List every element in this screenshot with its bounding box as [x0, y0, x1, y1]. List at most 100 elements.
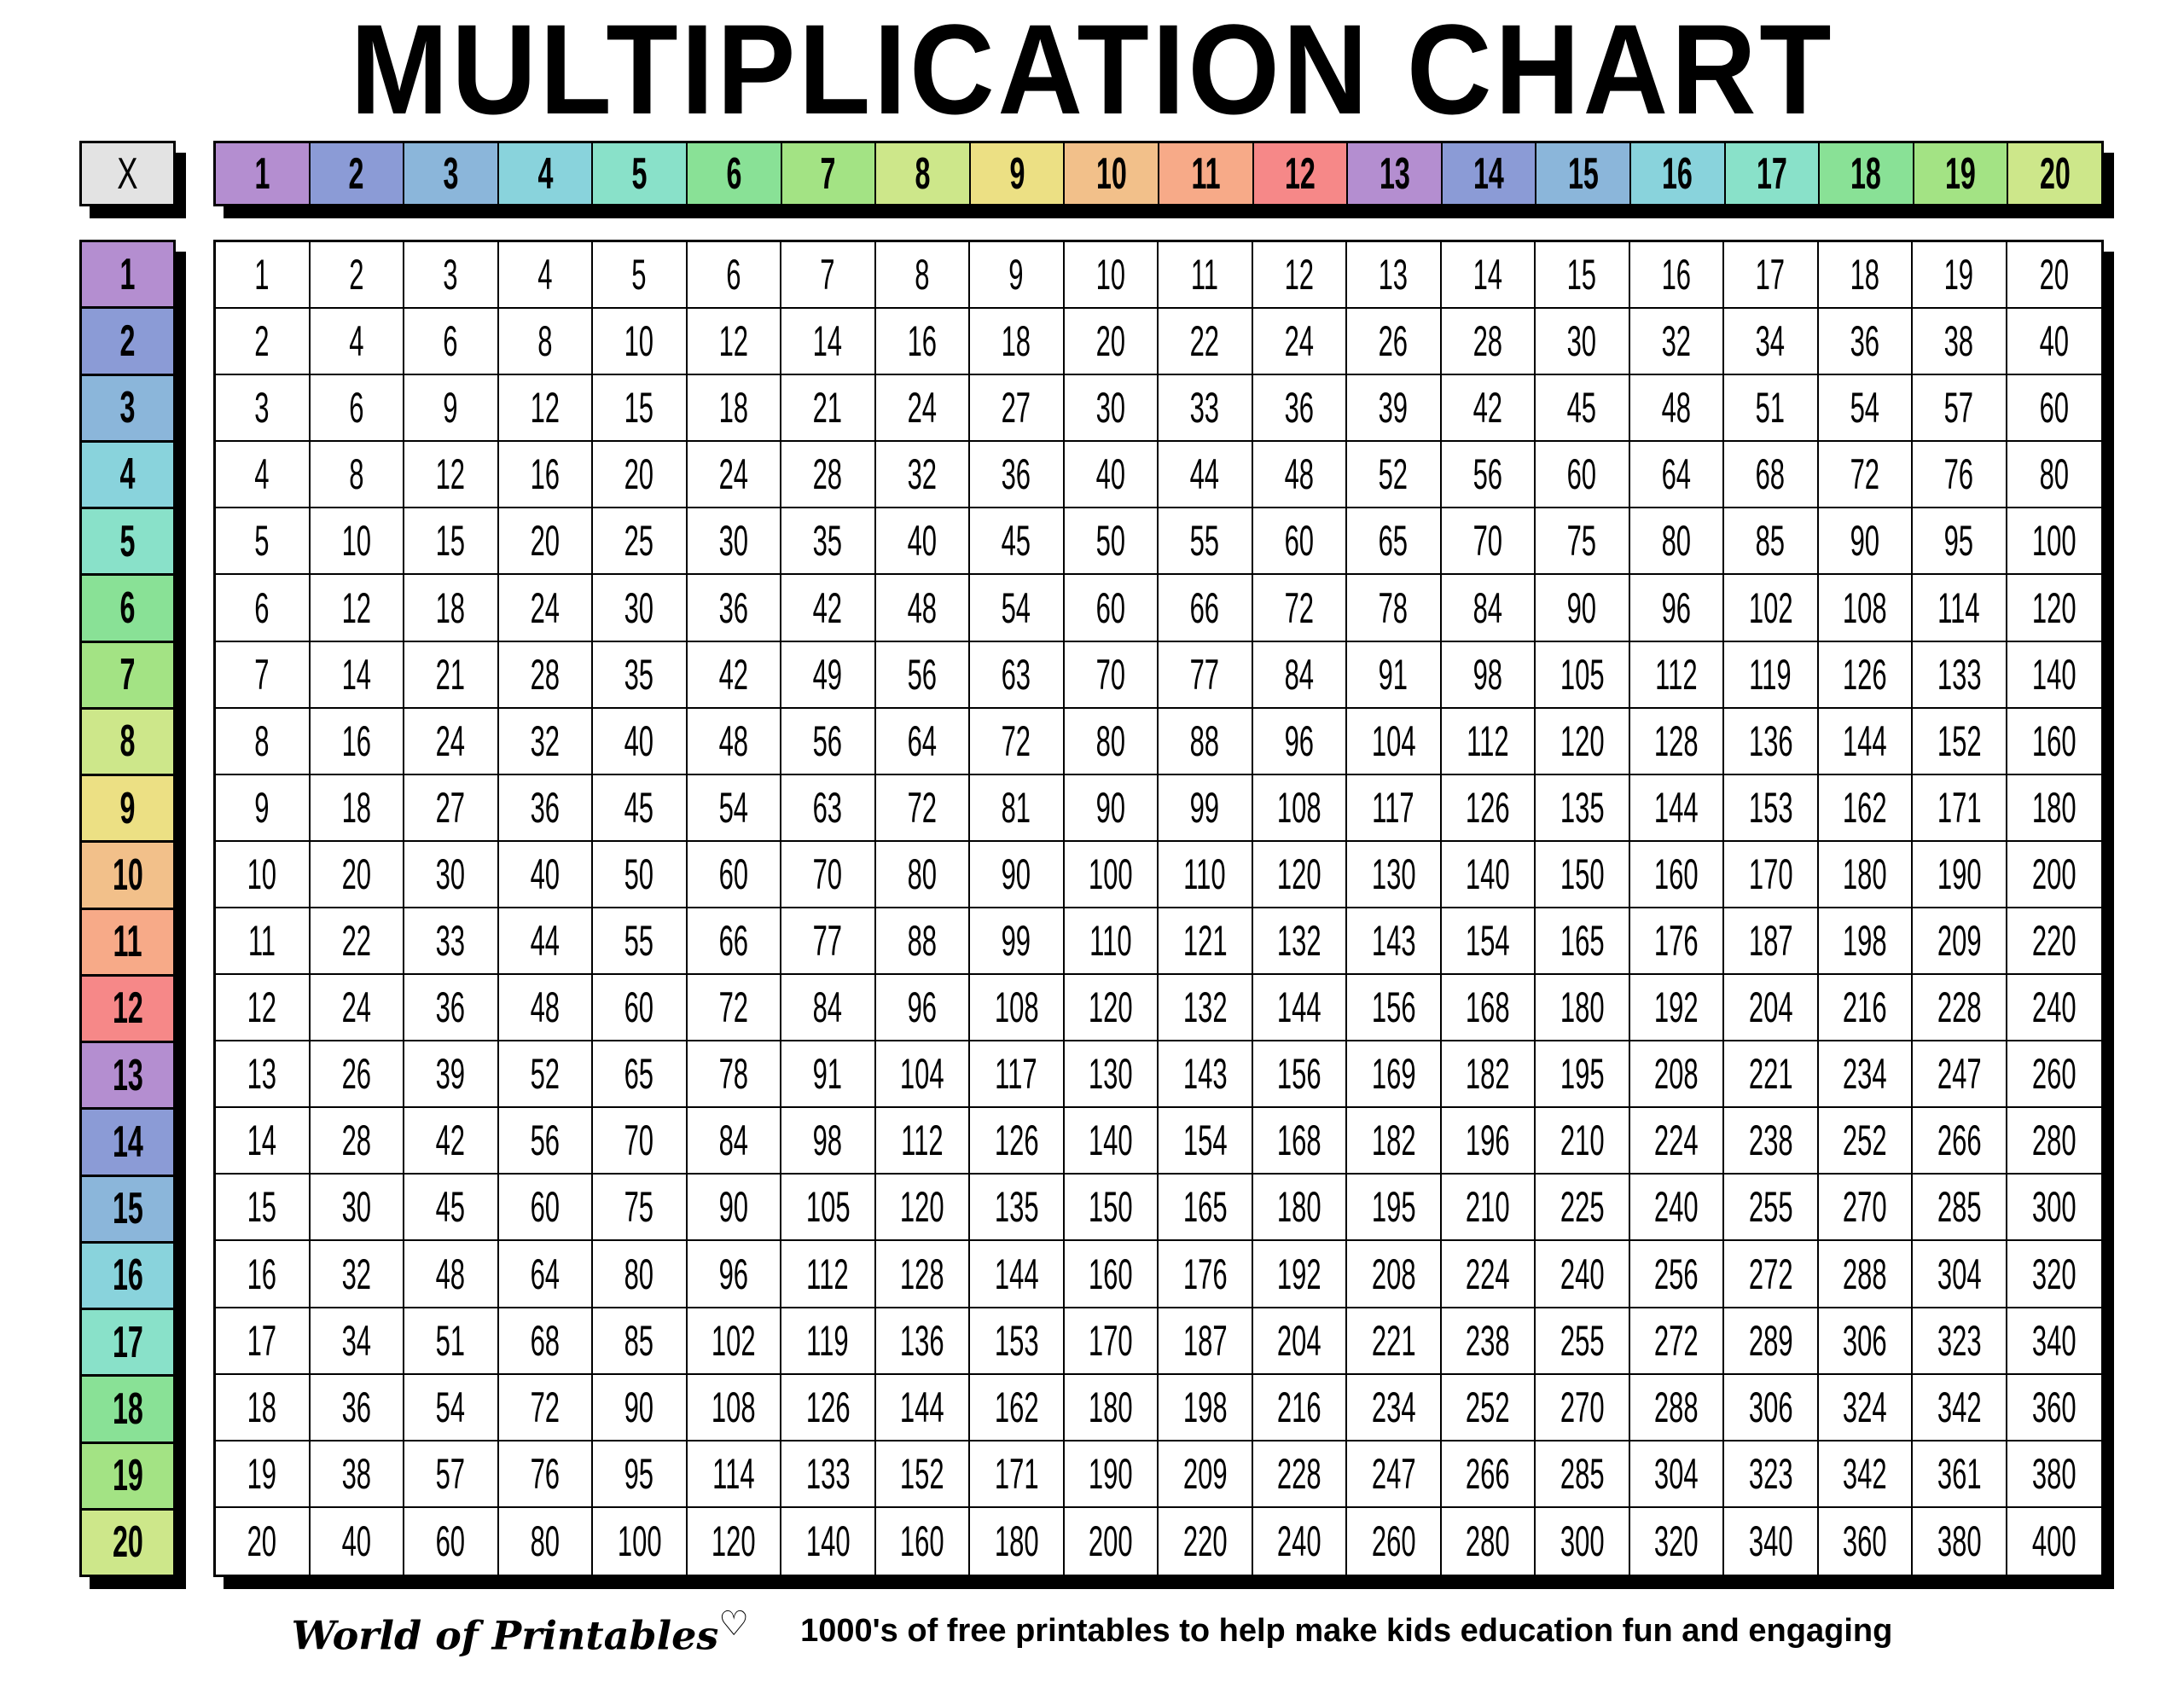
table-cell: 91 — [781, 1041, 876, 1109]
cell-value: 26 — [341, 1050, 371, 1099]
table-cell: 144 — [1629, 774, 1724, 842]
table-cell: 36 — [310, 1374, 404, 1441]
table-cell: 361 — [1913, 1441, 2007, 1508]
cell-value: 52 — [1379, 450, 1409, 499]
cell-value: 12 — [1284, 251, 1314, 299]
cell-value: 39 — [1379, 384, 1409, 432]
table-cell: 144 — [970, 1241, 1065, 1308]
table-cell: 121 — [1159, 908, 1253, 976]
table-cell: 72 — [498, 1374, 593, 1441]
table-cell: 14 — [216, 1108, 311, 1175]
table-cell: 13 — [1347, 242, 1442, 310]
table-cell: 114 — [1913, 575, 2007, 642]
cell-value: 55 — [624, 917, 654, 966]
cell-value: 10 — [247, 850, 277, 898]
cell-value: 65 — [624, 1050, 654, 1099]
cell-value: 102 — [711, 1316, 756, 1365]
cell-value: 56 — [1472, 450, 1502, 499]
cell-value: 221 — [1371, 1316, 1416, 1365]
column-header-18: 18 — [1820, 143, 1914, 204]
table-cell: 36 — [498, 774, 593, 842]
table-cell: 6 — [216, 575, 311, 642]
table-cell: 6 — [310, 375, 404, 443]
cell-value: 208 — [1371, 1250, 1416, 1298]
row-header-19: 19 — [82, 1443, 173, 1511]
cell-value: 90 — [1567, 583, 1597, 632]
table-cell: 108 — [970, 975, 1065, 1042]
table-cell: 26 — [310, 1041, 404, 1109]
table-cell: 240 — [1536, 1241, 1630, 1308]
cell-value: 60 — [718, 850, 748, 898]
table-cell: 40 — [593, 708, 688, 775]
cell-value: 238 — [1465, 1316, 1510, 1365]
cell-value: 110 — [1089, 917, 1132, 966]
table-cell: 54 — [970, 575, 1065, 642]
table-cell: 36 — [687, 575, 781, 642]
cell-value: 133 — [1937, 650, 1982, 699]
row-header-label: 13 — [112, 1050, 143, 1100]
cell-value: 42 — [813, 583, 843, 632]
cell-value: 27 — [1002, 384, 1031, 432]
cell-value: 20 — [341, 850, 371, 898]
cell-value: 77 — [813, 917, 843, 966]
table-cell: 90 — [1536, 575, 1630, 642]
cell-value: 144 — [994, 1250, 1039, 1298]
cell-value: 4 — [254, 450, 270, 499]
table-cell: 60 — [498, 1175, 593, 1242]
cell-value: 60 — [1284, 517, 1314, 566]
table-cell: 252 — [1818, 1108, 1913, 1175]
table-cell: 45 — [404, 1175, 499, 1242]
table-cell: 22 — [310, 908, 404, 976]
table-cell: 195 — [1536, 1041, 1630, 1109]
table-cell: 84 — [687, 1108, 781, 1175]
cell-value: 216 — [1842, 983, 1887, 1032]
table-cell: 180 — [2007, 775, 2101, 842]
cell-value: 80 — [2039, 450, 2069, 499]
cell-value: 160 — [1088, 1250, 1133, 1298]
table-cell: 154 — [1441, 908, 1536, 976]
cell-value: 70 — [813, 850, 843, 898]
table-cell: 140 — [781, 1507, 876, 1575]
cell-value: 21 — [436, 650, 466, 699]
table-cell: 16 — [498, 442, 593, 509]
table-cell: 195 — [1347, 1175, 1442, 1242]
cell-value: 81 — [1002, 783, 1031, 832]
table-cell: 88 — [875, 908, 970, 976]
cell-value: 136 — [899, 1316, 944, 1365]
cell-value: 12 — [247, 983, 277, 1032]
table-cell: 18 — [216, 1374, 311, 1441]
table-cell: 126 — [1441, 774, 1536, 842]
table-cell: 17 — [1724, 242, 1819, 310]
table-cell: 320 — [1630, 1507, 1724, 1575]
table-cell: 20 — [498, 508, 593, 576]
table-cell: 30 — [593, 575, 688, 642]
table-cell: 342 — [1913, 1374, 2007, 1441]
table-cell: 12 — [498, 375, 593, 443]
cell-value: 84 — [1284, 650, 1314, 699]
table-cell: 48 — [1252, 442, 1347, 509]
table-cell: 238 — [1441, 1308, 1536, 1375]
table-cell: 24 — [875, 375, 970, 443]
cell-value: 78 — [718, 1050, 748, 1099]
cell-value: 190 — [1088, 1449, 1133, 1498]
product-grid: 1 2 3 4 5 6 7 8 9 10 11 12 13 14 15 16 17 18 19 20 2 4 6 8 10 12 1… — [213, 240, 2104, 1577]
table-cell: 135 — [970, 1175, 1065, 1242]
cell-value: 228 — [1937, 983, 1982, 1032]
cell-value: 19 — [247, 1449, 277, 1498]
table-cell: 51 — [404, 1308, 499, 1375]
table-cell: 12 — [404, 442, 499, 509]
column-header-3: 3 — [404, 143, 499, 204]
table-cell: 324 — [1818, 1374, 1913, 1441]
cell-value: 24 — [1284, 317, 1314, 366]
table-cell: 285 — [1536, 1441, 1630, 1508]
table-cell: 18 — [970, 309, 1065, 376]
cell-value: 140 — [805, 1517, 851, 1565]
table-cell: 12 — [310, 575, 404, 642]
table-cell: 152 — [1913, 708, 2007, 775]
cell-value: 112 — [806, 1250, 849, 1298]
table-cell: 120 — [1252, 841, 1347, 908]
table-cell: 40 — [875, 508, 970, 576]
cell-value: 120 — [1276, 850, 1321, 898]
cell-value: 90 — [718, 1183, 748, 1232]
cell-value: 126 — [1842, 650, 1887, 699]
